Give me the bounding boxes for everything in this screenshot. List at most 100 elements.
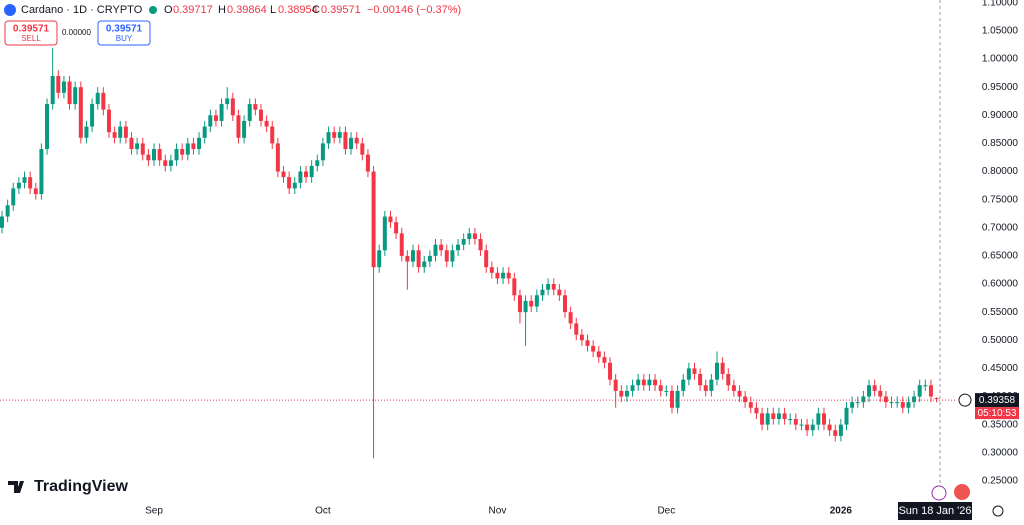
y-tick-label: 0.65000 xyxy=(982,251,1019,262)
candle-body xyxy=(354,137,359,144)
candle-body xyxy=(928,385,933,397)
candle-body xyxy=(917,385,922,397)
candle-body xyxy=(934,398,939,400)
candle-body xyxy=(692,368,697,375)
flag-icon[interactable] xyxy=(954,484,970,500)
y-tick-label: 0.30000 xyxy=(982,447,1019,458)
symbol: Cardano · 1D · CRYPTO xyxy=(21,4,143,16)
change: −0.00146 (−0.37%) xyxy=(367,4,461,16)
candle-body xyxy=(281,171,286,178)
candle-body xyxy=(275,143,280,172)
symbol-icon xyxy=(4,4,16,16)
y-tick-label: 0.55000 xyxy=(982,307,1019,318)
y-tick-label: 0.45000 xyxy=(982,363,1019,374)
candle-body xyxy=(647,379,652,386)
buy-price[interactable]: 0.39571 xyxy=(106,24,143,35)
candle-body xyxy=(816,413,821,425)
alert-icon[interactable] xyxy=(931,485,947,501)
h-value: 0.39864 xyxy=(227,4,267,16)
candle-body xyxy=(95,92,100,105)
candle-body xyxy=(61,81,66,93)
y-tick-label: 0.95000 xyxy=(982,82,1019,93)
candle-body xyxy=(731,385,736,391)
candle-body xyxy=(0,216,4,228)
candle-body xyxy=(608,362,613,380)
candle-body xyxy=(197,137,202,150)
candle-body xyxy=(833,430,838,436)
candle-body xyxy=(11,188,16,206)
candle-body xyxy=(219,104,224,121)
candle-body xyxy=(371,171,376,268)
candle-body xyxy=(343,132,348,150)
candle-body xyxy=(715,362,720,380)
candle-body xyxy=(861,396,866,403)
sell-box[interactable] xyxy=(4,20,58,46)
y-tick-label: 0.90000 xyxy=(982,110,1019,121)
buy-label[interactable]: BUY xyxy=(116,34,133,43)
cursor-date: Sun 18 Jan '26 xyxy=(898,505,971,517)
candle-body xyxy=(433,244,438,256)
buy-button[interactable]: 0.39571 BUY xyxy=(97,20,151,46)
candle-body xyxy=(118,126,123,138)
c-value: 0.39571 xyxy=(321,4,361,16)
candle-body xyxy=(923,385,928,387)
plus-button[interactable] xyxy=(958,393,972,407)
candle-body xyxy=(140,143,145,155)
candle-body xyxy=(675,390,680,408)
candle-body xyxy=(298,171,303,183)
candle-body xyxy=(512,278,517,296)
candle-body xyxy=(872,385,877,391)
sell-button[interactable]: 0.39571 SELL xyxy=(4,20,58,46)
candle-body xyxy=(16,182,21,189)
buy-box[interactable] xyxy=(97,20,151,46)
y-tick-label: 1.00000 xyxy=(982,54,1019,65)
candle-body xyxy=(641,379,646,386)
candle-body xyxy=(912,396,917,403)
candle-body xyxy=(78,87,83,138)
candle-body xyxy=(152,149,157,161)
logo-icon xyxy=(8,481,24,493)
candle-body xyxy=(242,120,247,138)
candle-body xyxy=(382,216,387,251)
o-value: 0.39717 xyxy=(173,4,213,16)
candle-body xyxy=(163,160,168,166)
sell-price[interactable]: 0.39571 xyxy=(13,24,50,35)
y-tick-label: 0.25000 xyxy=(982,476,1019,487)
y-tick-label: 0.75000 xyxy=(982,194,1019,205)
y-tick-label: 1.05000 xyxy=(982,26,1019,37)
candle-body xyxy=(225,98,230,105)
candle-body xyxy=(619,390,624,397)
h-label: H xyxy=(218,4,226,16)
status-dot xyxy=(149,6,157,14)
candle-body xyxy=(213,115,218,121)
x-tick-label: Oct xyxy=(315,506,331,517)
candle-body xyxy=(782,413,787,420)
candle-body xyxy=(439,244,444,251)
candle-body xyxy=(168,160,173,166)
y-tick-label: 0.35000 xyxy=(982,419,1019,430)
candle-body xyxy=(658,385,663,391)
candle-body xyxy=(827,424,832,431)
y-tick-label: 0.70000 xyxy=(982,222,1019,233)
candle-body xyxy=(67,81,72,105)
candle-body xyxy=(754,407,759,414)
l-label: L xyxy=(270,4,276,16)
candle-body xyxy=(850,402,855,408)
candle-body xyxy=(546,284,551,290)
candle-body xyxy=(883,396,888,403)
candle-body xyxy=(630,385,635,391)
candle-body xyxy=(410,250,415,262)
candle-body xyxy=(686,368,691,380)
candle-body xyxy=(568,312,573,324)
candle-body xyxy=(534,295,539,307)
settings-icon[interactable] xyxy=(992,505,1004,517)
candle-body xyxy=(664,390,669,392)
spread: 0.00000 xyxy=(62,28,91,37)
candle-body xyxy=(529,300,534,307)
candle-body xyxy=(743,396,748,403)
sell-label[interactable]: SELL xyxy=(21,34,41,43)
candle-body xyxy=(771,413,776,420)
candle-body xyxy=(270,126,275,144)
candle-body xyxy=(33,188,38,195)
candle-body xyxy=(157,149,162,161)
